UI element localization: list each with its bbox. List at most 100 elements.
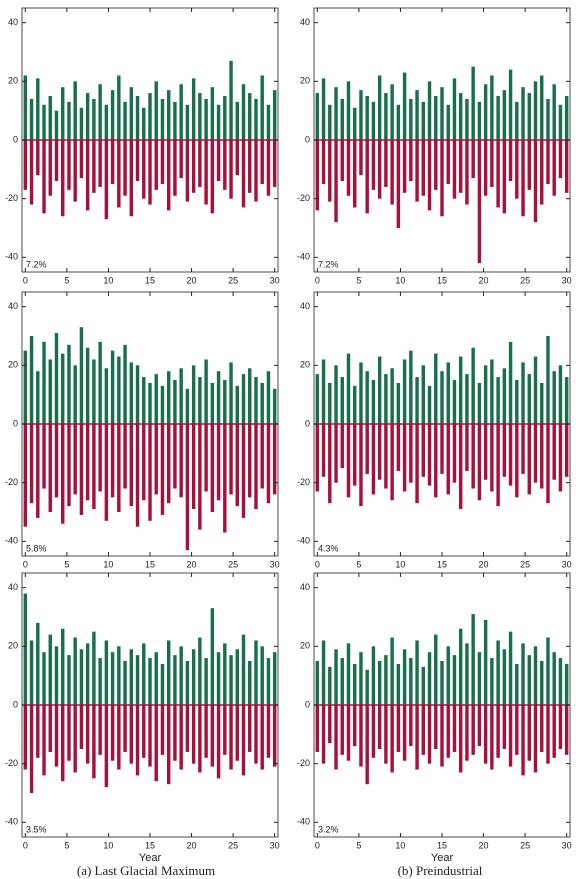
spike xyxy=(54,646,59,705)
spike xyxy=(204,705,208,758)
spike xyxy=(359,705,363,767)
spike xyxy=(515,424,519,498)
spike xyxy=(490,705,494,770)
spike xyxy=(260,424,264,489)
spike xyxy=(446,424,450,495)
spike xyxy=(346,424,351,498)
x-tick-label: 10 xyxy=(395,275,405,285)
spike xyxy=(198,637,202,705)
spike xyxy=(396,104,401,140)
spike xyxy=(223,96,227,140)
spike xyxy=(384,93,388,140)
spike xyxy=(377,424,382,480)
spike xyxy=(23,75,28,140)
x-tick-label: 0 xyxy=(23,559,28,569)
spike xyxy=(79,705,84,749)
spike xyxy=(321,424,326,477)
spike xyxy=(458,628,463,705)
spike xyxy=(490,658,494,705)
x-tick-label: 10 xyxy=(103,840,113,850)
y-tick-label: 40 xyxy=(8,301,18,311)
spike xyxy=(334,365,338,424)
spike xyxy=(496,140,500,208)
panel: -40 -20 0 20 40 0 5 10 15 20 25 30 4.3% xyxy=(297,291,572,569)
spike xyxy=(440,140,444,217)
spike xyxy=(216,104,221,140)
spike xyxy=(135,96,140,140)
spike xyxy=(483,365,488,424)
spike xyxy=(54,333,59,424)
x-tick-label: 15 xyxy=(437,840,447,850)
spike xyxy=(328,705,332,744)
spike xyxy=(446,104,450,140)
spike xyxy=(185,140,190,202)
spike xyxy=(216,424,221,501)
spike xyxy=(465,98,469,140)
spike xyxy=(166,640,171,705)
spike xyxy=(434,634,438,705)
spike xyxy=(204,658,208,705)
spike xyxy=(216,140,221,182)
spike xyxy=(421,424,426,477)
spike xyxy=(527,424,531,495)
spike xyxy=(135,424,140,527)
spike xyxy=(154,652,158,705)
spike xyxy=(353,663,357,705)
spike xyxy=(434,353,438,424)
y-tick-label: 20 xyxy=(8,76,18,86)
spike xyxy=(79,649,84,705)
spike xyxy=(254,640,258,705)
spike xyxy=(496,377,500,424)
spike xyxy=(148,705,152,767)
spike xyxy=(415,90,419,140)
spike xyxy=(384,374,388,424)
spike xyxy=(558,140,563,179)
spike xyxy=(29,98,34,140)
spike xyxy=(540,140,544,205)
spike xyxy=(315,93,320,140)
spike xyxy=(377,75,382,140)
spike xyxy=(79,424,84,515)
spike xyxy=(471,705,475,755)
spike xyxy=(458,93,463,140)
spike xyxy=(42,140,46,214)
spike xyxy=(241,424,246,518)
spike xyxy=(198,140,202,187)
spike xyxy=(142,107,146,140)
annotation: 7.2% xyxy=(318,259,339,269)
spike xyxy=(191,705,196,764)
x-tick-label: 15 xyxy=(145,840,155,850)
x-tick-label: 5 xyxy=(64,275,69,285)
spike xyxy=(533,646,538,705)
y-tick-label: -40 xyxy=(5,817,18,827)
spike xyxy=(409,424,413,483)
y-tick-label: -20 xyxy=(297,477,310,487)
spike xyxy=(384,424,388,489)
y-tick-label: -20 xyxy=(5,758,18,768)
spike xyxy=(496,424,500,507)
spike xyxy=(533,424,538,483)
spike xyxy=(135,140,140,182)
spike xyxy=(248,140,252,193)
spike xyxy=(346,705,351,761)
spike xyxy=(117,705,121,770)
spike xyxy=(54,424,59,498)
spike xyxy=(272,388,277,424)
spike xyxy=(173,140,177,196)
spike xyxy=(191,424,196,510)
spike xyxy=(92,98,96,140)
spike xyxy=(79,140,84,179)
spike xyxy=(229,60,233,140)
spike xyxy=(166,90,171,140)
spike xyxy=(346,81,351,140)
spike xyxy=(148,93,152,140)
x-tick-label: 0 xyxy=(315,275,320,285)
spike xyxy=(241,140,246,208)
spike xyxy=(229,424,233,495)
spike xyxy=(235,705,239,761)
spike xyxy=(508,69,513,140)
spike xyxy=(540,424,544,489)
spike xyxy=(365,424,369,474)
spike xyxy=(135,365,140,424)
spike xyxy=(371,424,376,495)
